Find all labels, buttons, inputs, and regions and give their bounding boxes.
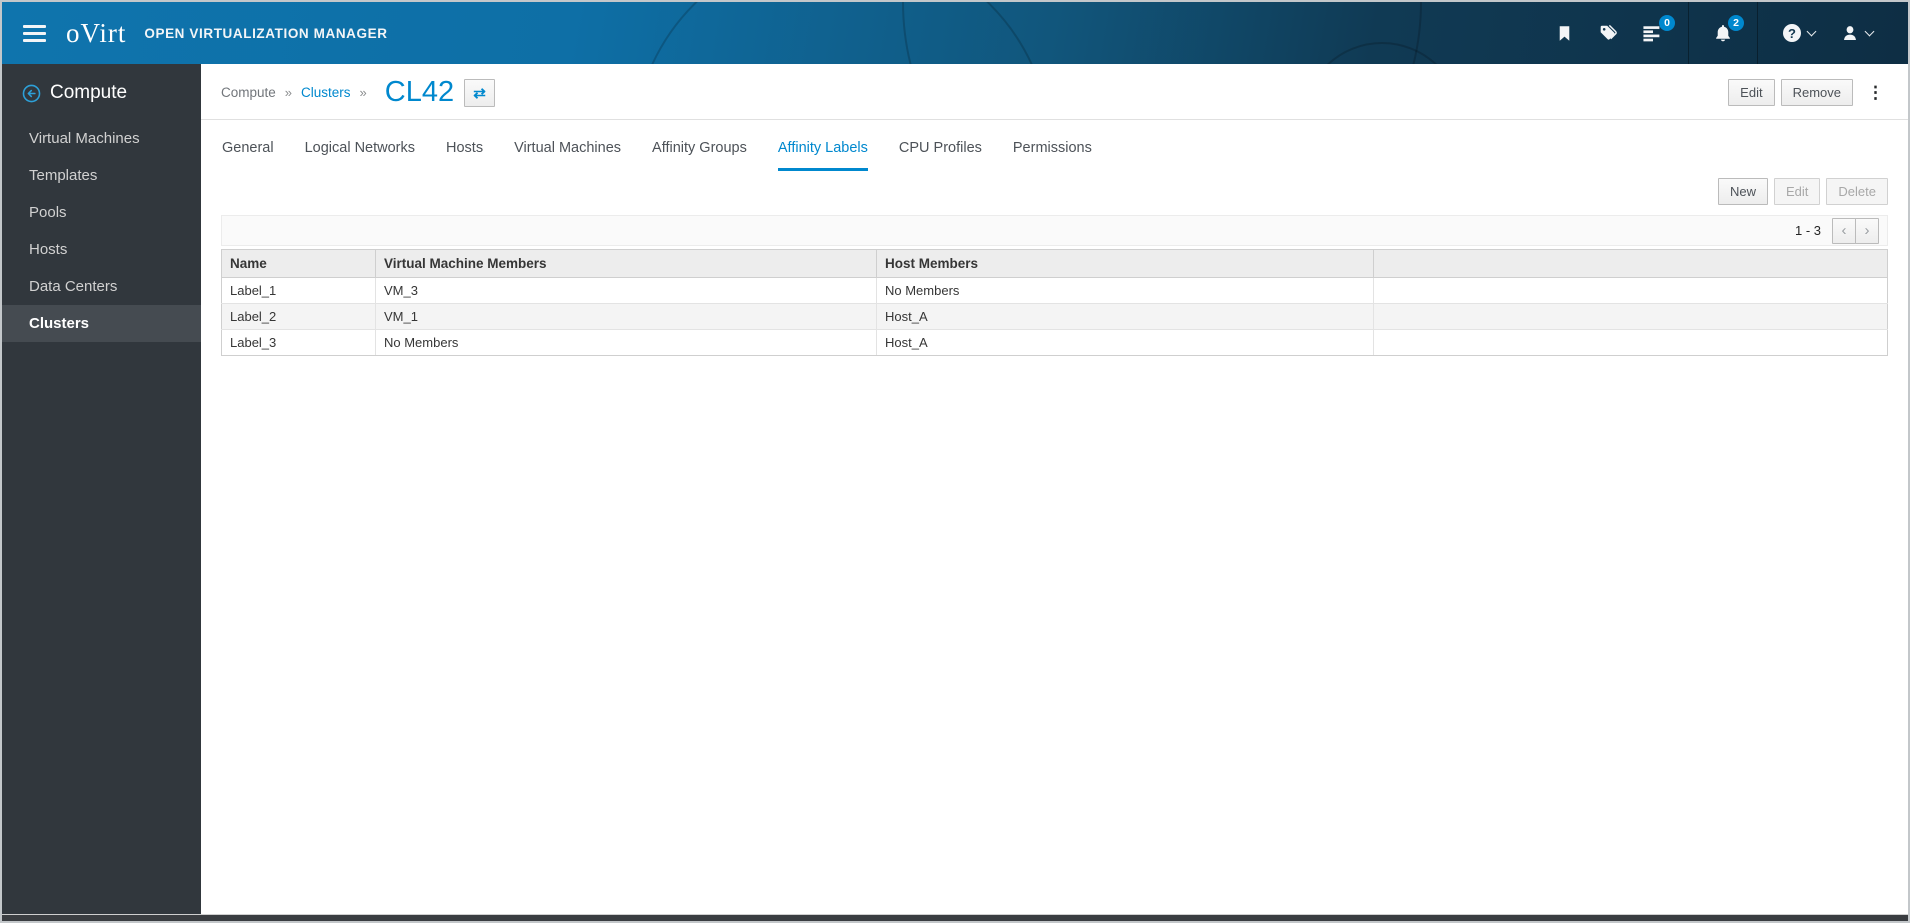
detail-tabs: General Logical Networks Hosts Virtual M…	[201, 120, 1908, 171]
tab-affinity-groups[interactable]: Affinity Groups	[652, 140, 747, 156]
sidebar-item-pools[interactable]: Pools	[29, 204, 67, 221]
help-menu-button[interactable]: ?	[1770, 2, 1828, 64]
new-affinity-label-button[interactable]: New	[1718, 178, 1769, 205]
column-header-empty	[1373, 249, 1888, 278]
remove-cluster-button[interactable]: Remove	[1780, 79, 1853, 106]
kebab-menu-icon[interactable]: ⋮	[1867, 82, 1884, 102]
grid-actions: New Edit Delete	[201, 171, 1908, 205]
tasks-icon-button[interactable]: 0	[1630, 2, 1676, 64]
sidebar-item-clusters[interactable]: Clusters	[2, 305, 201, 342]
cell-empty	[1373, 303, 1888, 330]
pagination-range: 1 - 3	[1794, 223, 1821, 238]
tab-hosts[interactable]: Hosts	[446, 140, 484, 156]
cell-vm-members: VM_1	[375, 303, 877, 330]
breadcrumb-compute: Compute	[221, 85, 276, 100]
tab-permissions[interactable]: Permissions	[1012, 140, 1092, 156]
tab-affinity-labels[interactable]: Affinity Labels	[777, 140, 868, 171]
column-header-vm-members: Virtual Machine Members	[375, 249, 877, 278]
next-page-button[interactable]: ›	[1855, 217, 1879, 244]
user-menu-button[interactable]	[1828, 2, 1886, 64]
table-row[interactable]: Label_2 VM_1 Host_A	[221, 303, 1888, 330]
tasks-icon	[1643, 25, 1660, 41]
tab-general[interactable]: General	[222, 140, 274, 156]
table-row[interactable]: Label_3 No Members Host_A	[221, 329, 1888, 356]
help-icon: ?	[1783, 24, 1801, 42]
table-header-row: Name Virtual Machine Members Host Member…	[221, 249, 1888, 278]
breadcrumb-separator: »	[359, 85, 367, 100]
edit-cluster-button[interactable]: Edit	[1728, 79, 1775, 106]
masthead-decor-circle	[1302, 42, 1462, 64]
tab-virtual-machines[interactable]: Virtual Machines	[514, 140, 622, 156]
cell-host-members: Host_A	[876, 303, 1374, 330]
brand-subtitle: OPEN VIRTUALIZATION MANAGER	[144, 25, 388, 41]
prev-page-button[interactable]: ‹	[1832, 217, 1856, 244]
tasks-count-badge: 0	[1659, 15, 1675, 31]
alerts-count-badge: 2	[1728, 15, 1744, 31]
delete-affinity-label-button[interactable]: Delete	[1826, 178, 1888, 205]
sidebar-section-compute[interactable]: Compute	[2, 82, 201, 120]
cell-host-members: No Members	[876, 277, 1374, 304]
notifications-button[interactable]: 2	[1701, 2, 1745, 64]
table-row[interactable]: Label_1 VM_3 No Members	[221, 277, 1888, 304]
cell-vm-members: VM_3	[375, 277, 877, 304]
edit-affinity-label-button[interactable]: Edit	[1774, 178, 1821, 205]
bookmarks-icon[interactable]	[1543, 2, 1586, 64]
sidebar-item-templates[interactable]: Templates	[29, 167, 98, 184]
ovirt-logo[interactable]: oVirt	[66, 17, 127, 48]
chevron-down-icon	[1806, 26, 1817, 37]
user-icon	[1844, 26, 1856, 40]
cluster-compare-button[interactable]: ⇄	[464, 78, 496, 107]
grid-toolbar: 1 - 3 ‹ ›	[221, 215, 1888, 246]
breadcrumb-separator: »	[284, 85, 293, 100]
tab-cpu-profiles[interactable]: CPU Profiles	[898, 140, 982, 156]
tags-icon[interactable]	[1586, 2, 1630, 64]
cell-label-name: Label_2	[221, 303, 376, 330]
tag-icon	[1600, 24, 1617, 40]
chevron-down-icon	[1864, 26, 1875, 37]
bottom-bar	[2, 914, 1908, 921]
header-divider	[201, 119, 1908, 120]
cell-host-members: Host_A	[876, 329, 1374, 356]
page-title: CL42	[384, 76, 455, 108]
header-actions: Edit Remove ⋮	[1728, 79, 1888, 106]
tab-logical-networks[interactable]: Logical Networks	[304, 140, 416, 156]
menu-toggle-icon[interactable]	[2, 24, 66, 42]
affinity-labels-table: Name Virtual Machine Members Host Member…	[221, 249, 1888, 356]
cell-label-name: Label_1	[221, 277, 376, 304]
cell-empty	[1373, 329, 1888, 356]
masthead-decor-circle	[902, 2, 1422, 64]
masthead: oVirt OPEN VIRTUALIZATION MANAGER	[2, 2, 1908, 64]
sidebar-item-data-centers[interactable]: Data Centers	[29, 278, 118, 295]
breadcrumb: Compute » Clusters »	[221, 85, 376, 100]
breadcrumb-clusters-link[interactable]: Clusters	[301, 85, 351, 100]
sidebar-item-virtual-machines[interactable]: Virtual Machines	[29, 130, 140, 147]
bell-icon	[1716, 25, 1730, 42]
masthead-decor-circle	[632, 2, 1052, 64]
pager: ‹ ›	[1832, 217, 1879, 244]
main-content: Compute » Clusters » CL42 ⇄ Edit Remove …	[201, 64, 1908, 914]
column-header-name: Name	[221, 249, 376, 278]
cell-label-name: Label_3	[221, 329, 376, 356]
sidebar: Compute Virtual Machines Templates Pools…	[2, 64, 201, 914]
sidebar-item-hosts[interactable]: Hosts	[29, 241, 68, 258]
bookmark-icon	[1559, 25, 1570, 41]
cell-vm-members: No Members	[375, 329, 877, 356]
back-arrow-circle-icon	[22, 84, 41, 102]
page-header: Compute » Clusters » CL42 ⇄ Edit Remove …	[201, 64, 1908, 119]
cell-empty	[1373, 277, 1888, 304]
sidebar-section-label: Compute	[50, 82, 128, 103]
column-header-host-members: Host Members	[876, 249, 1374, 278]
